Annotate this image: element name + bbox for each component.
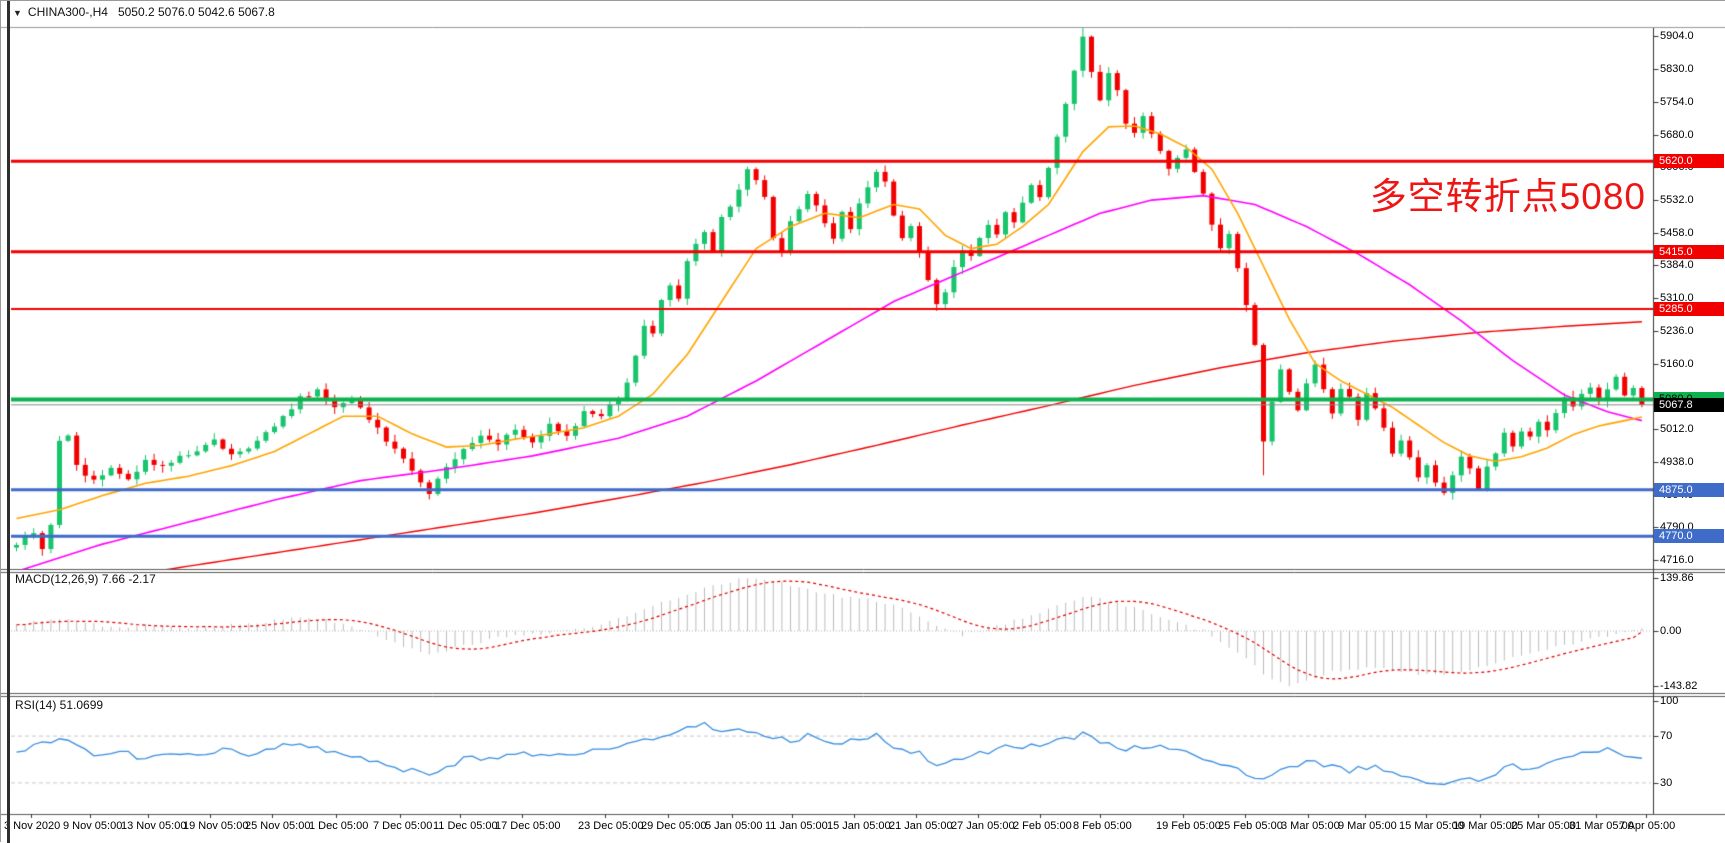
price-level-chip: 4875.0 (1654, 482, 1724, 497)
price-tick: 5160.0 (1660, 358, 1694, 371)
time-label: 25 Nov 05:00 (245, 820, 311, 832)
ohlc-readout: 5050.2 5076.0 5042.6 5067.8 (117, 5, 275, 19)
rsi-axis-tick: 70 (1660, 730, 1673, 743)
macd-axis-tick: 139.86 (1660, 571, 1694, 584)
price-tick: 5236.0 (1660, 324, 1694, 337)
time-label: 2 Feb 05:00 (1013, 820, 1072, 832)
price-tick: 5458.0 (1660, 226, 1694, 239)
time-label: 13 Nov 05:00 (121, 820, 187, 832)
symbol-timeframe: CHINA300-,H4 (27, 5, 108, 19)
price-tick: 5680.0 (1660, 128, 1694, 141)
time-label: 19 Feb 05:00 (1156, 820, 1221, 832)
price-tick: 5310.0 (1660, 292, 1694, 304)
macd-axis-tick: 0.00 (1660, 625, 1682, 637)
time-label: 7 Dec 05:00 (373, 820, 433, 832)
time-label: 1 Dec 05:00 (309, 820, 369, 832)
price-level-chip: 4770.0 (1654, 529, 1724, 544)
price-tick: 5012.0 (1660, 423, 1694, 436)
price-tick: 4716.0 (1660, 554, 1694, 566)
price-tick: 4938.0 (1660, 456, 1694, 469)
macd-axis-tick: -143.82 (1660, 679, 1698, 692)
time-label: 23 Dec 05:00 (578, 820, 644, 832)
time-label: 31 Mar 05:00 (1569, 820, 1634, 832)
macd-label: MACD(12,26,9) 7.66 -2.17 (15, 572, 156, 586)
price-tick: 5532.0 (1660, 194, 1694, 207)
time-label: 17 Dec 05:00 (495, 820, 561, 832)
time-label: 15 Mar 05:00 (1399, 820, 1464, 832)
rsi-label: RSI(14) 51.0699 (15, 698, 104, 712)
rsi-axis-tick: 30 (1660, 776, 1673, 789)
price-level-chip: 5285.0 (1654, 302, 1724, 317)
time-label: 27 Jan 05:00 (951, 820, 1015, 832)
price-tick: 5830.0 (1660, 62, 1694, 75)
price-tick: 5384.0 (1660, 259, 1694, 272)
time-label: 3 Nov 2020 (4, 820, 61, 832)
time-label: 3 Mar 05:00 (1281, 820, 1340, 832)
time-label: 29 Dec 05:00 (641, 820, 707, 832)
title-bar: ▼ CHINA300-,H4 5050.2 5076.0 5042.6 5067.8 (13, 5, 275, 19)
price-level-chip: 5067.8 (1654, 397, 1724, 412)
annotation-text: 多空转折点5080 (1369, 176, 1646, 217)
time-label: 8 Feb 05:00 (1073, 820, 1132, 832)
symbol-dropdown-icon[interactable]: ▼ (13, 8, 22, 18)
price-tick: 5904.0 (1660, 30, 1694, 42)
price-level-chip: 5620.0 (1654, 154, 1724, 169)
time-label: 25 Feb 05:00 (1218, 820, 1283, 832)
time-label: 15 Jan 05:00 (827, 820, 891, 832)
price-tick: 5754.0 (1660, 96, 1694, 109)
time-label: 11 Dec 05:00 (433, 820, 498, 832)
time-label: 9 Mar 05:00 (1338, 820, 1397, 832)
time-label: 19 Mar 05:00 (1453, 820, 1518, 832)
time-label: 7 Apr 05:00 (1619, 820, 1676, 832)
price-level-chip: 5415.0 (1654, 244, 1724, 259)
time-label: 21 Jan 05:00 (889, 820, 953, 832)
time-label: 25 Mar 05:00 (1511, 820, 1576, 832)
time-label: 5 Jan 05:00 (705, 820, 763, 832)
time-label: 11 Jan 05:00 (765, 820, 828, 832)
rsi-axis-tick: 100 (1660, 695, 1679, 707)
time-label: 19 Nov 05:00 (183, 820, 249, 832)
window-left-edge (7, 1, 10, 843)
time-label: 9 Nov 05:00 (63, 820, 123, 832)
